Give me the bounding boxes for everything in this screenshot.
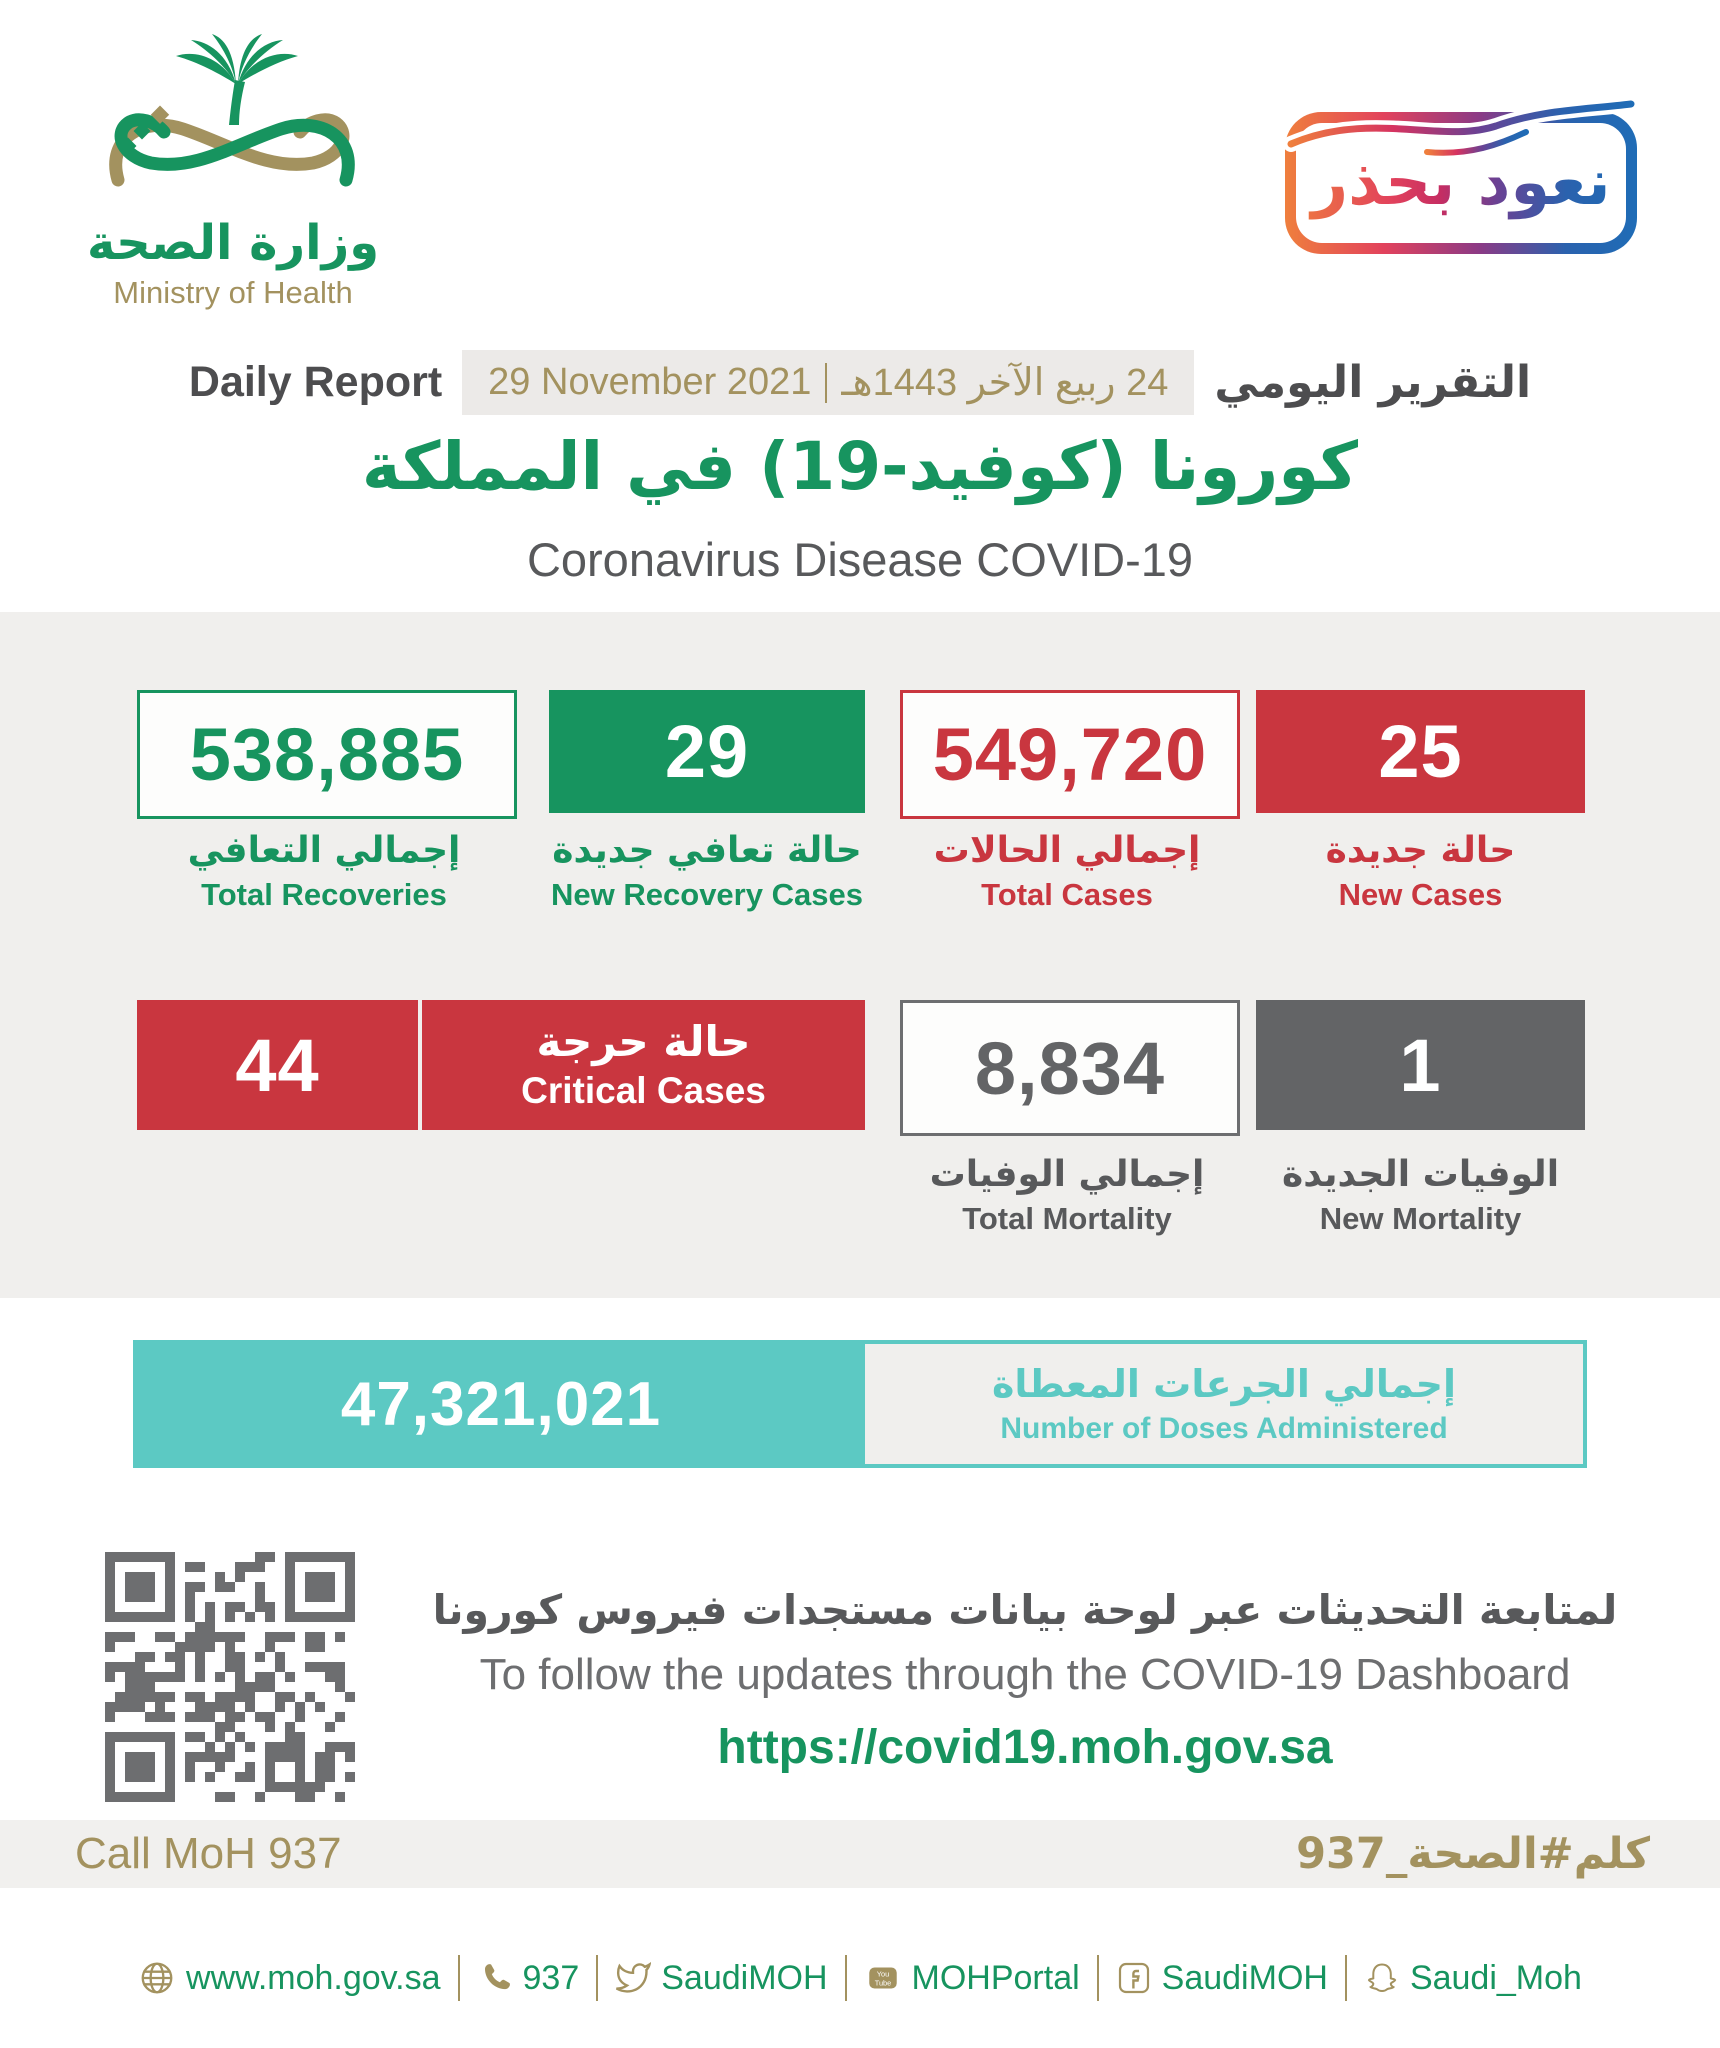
footer-item-phone[interactable]: 937: [477, 1958, 580, 1998]
report-date-gregorian: 29 November 2021: [488, 361, 812, 403]
phone-icon: [484, 1964, 510, 1990]
stat-total-recoveries-value: 538,885: [137, 690, 517, 819]
daily-report-label-en: Daily Report: [188, 358, 443, 406]
stat-critical-cases-label: حالة حرجة Critical Cases: [422, 1000, 865, 1130]
page-title-arabic: كورونا (كوفيد-19) في المملكة: [361, 428, 1359, 505]
page-title-english: Coronavirus Disease COVID-19: [526, 533, 1194, 586]
label-en: Critical Cases: [521, 1070, 766, 1112]
stat-new-mortality-value: 1: [1256, 1000, 1585, 1130]
footer-label: SaudiMOH: [1161, 1958, 1328, 1997]
return-cautiously-badge: نعود بحذر: [1283, 96, 1639, 254]
footer-divider: [596, 1955, 599, 2001]
palm-and-swords-logo-icon: [109, 34, 355, 187]
stat-total-cases-value: 549,720: [900, 690, 1240, 819]
stats-band: 538,885 إجمالي التعافي Total Recoveries …: [0, 612, 1720, 1298]
stat-critical-cases-value: 44: [137, 1000, 418, 1130]
label-en: New Recovery Cases: [551, 876, 863, 912]
badge-text: نعود بحذر: [1285, 112, 1637, 254]
label-en: New Mortality: [1319, 1200, 1522, 1236]
snapchat-icon: [1367, 1963, 1397, 1992]
stat-new-cases-label: حالة جديدة New Cases: [1256, 828, 1585, 915]
facebook-icon: [1118, 1962, 1149, 1994]
moh-logo: وزارة الصحة Ministry of Health: [78, 30, 388, 311]
label-ar: الوفيات الجديدة: [1281, 1154, 1560, 1195]
doses-value: 47,321,021: [137, 1344, 865, 1464]
footer-divider: [457, 1955, 460, 2001]
footer-label: Saudi_Moh: [1409, 1958, 1582, 1997]
hotline-arabic: كلم#الصحة_937: [1296, 1829, 1650, 1879]
label-en: Total Mortality: [962, 1200, 1172, 1236]
dashboard-note-ar: لمتابعة التحديثات عبر لوحة بيانات مستجدا…: [432, 1586, 1618, 1634]
footer-item-website[interactable]: www.moh.gov.sa: [138, 1958, 441, 1998]
footer-item-twitter[interactable]: SaudiMOH: [615, 1958, 828, 1998]
footer-divider: [1344, 1955, 1347, 2001]
dashboard-note: لمتابعة التحديثات عبر لوحة بيانات مستجدا…: [390, 1586, 1660, 1775]
label-en: Total Cases: [981, 876, 1153, 912]
label-ar: إجمالي الحالات: [933, 830, 1201, 871]
doses-bar: 47,321,021 إجمالي الجرعات المعطاة Number…: [133, 1340, 1587, 1468]
label-en: New Cases: [1338, 876, 1503, 912]
label-ar: إجمالي الوفيات: [929, 1154, 1205, 1195]
qr-code: [105, 1552, 355, 1802]
hotline-english: Call MoH 937: [75, 1829, 342, 1878]
label-ar: حالة جديدة: [1325, 830, 1516, 871]
footer-label: www.moh.gov.sa: [186, 1958, 441, 1997]
report-header-row: Daily Report 29 November 2021 24 ربيع ال…: [0, 350, 1720, 415]
youtube-icon: You Tube: [868, 1967, 897, 1989]
doses-label-en: Number of Doses Administered: [1000, 1412, 1448, 1446]
footer-divider: [1096, 1955, 1099, 2001]
doses-label-ar: إجمالي الجرعات المعطاة: [992, 1361, 1456, 1406]
logo-title-english: Ministry of Health: [113, 275, 353, 310]
footer-label: 937: [522, 1958, 580, 1997]
palm-tree-icon: [176, 34, 298, 125]
footer-item-youtube[interactable]: You Tube MOHPortal: [864, 1959, 1080, 1998]
daily-report-label-ar: التقرير اليومي: [1214, 357, 1532, 408]
twitter-icon: [616, 1961, 652, 1993]
footer-item-facebook[interactable]: SaudiMOH: [1116, 1959, 1328, 1998]
hotline-strip: Call MoH 937 كلم#الصحة_937: [0, 1820, 1720, 1888]
stat-total-mortality-value: 8,834: [900, 1000, 1240, 1136]
label-ar: إجمالي التعافي: [187, 830, 461, 871]
svg-text:Tube: Tube: [874, 1978, 891, 1987]
report-date-box: 29 November 2021 24 ربيع الآخر 1443هـ: [462, 350, 1195, 415]
label-ar: حالة تعافي جديدة: [552, 830, 862, 871]
footer-item-snapchat[interactable]: Saudi_Moh: [1364, 1959, 1582, 1998]
stat-total-recoveries-label: إجمالي التعافي Total Recoveries: [137, 828, 511, 915]
footer-contacts: www.moh.gov.sa 937 SaudiMOH You Tube MOH…: [0, 1940, 1720, 2016]
stat-total-cases-label: إجمالي الحالات Total Cases: [900, 828, 1234, 915]
label-ar: حالة حرجة: [536, 1016, 751, 1066]
footer-divider: [844, 1955, 847, 2001]
globe-icon: [141, 1962, 173, 1994]
footer-label: MOHPortal: [911, 1958, 1080, 1997]
dashboard-url-link[interactable]: https://covid19.moh.gov.sa: [717, 1721, 1333, 1774]
stat-new-mortality-label: الوفيات الجديدة New Mortality: [1256, 1152, 1585, 1239]
stat-new-recovery-cases-value: 29: [549, 690, 865, 813]
label-en: Total Recoveries: [201, 876, 447, 912]
stat-new-recovery-cases-label: حالة تعافي جديدة New Recovery Cases: [519, 828, 895, 915]
report-date-hijri: 24 ربيع الآخر 1443هـ: [841, 362, 1169, 404]
svg-text:You: You: [876, 1969, 888, 1978]
doses-label: إجمالي الجرعات المعطاة Number of Doses A…: [865, 1344, 1583, 1464]
dashboard-note-en: To follow the updates through the COVID-…: [479, 1650, 1571, 1699]
stat-new-cases-value: 25: [1256, 690, 1585, 813]
logo-title-arabic: وزارة الصحة: [86, 215, 380, 271]
footer-label: SaudiMOH: [661, 1958, 828, 1997]
date-separator: [825, 362, 828, 403]
stat-total-mortality-label: إجمالي الوفيات Total Mortality: [900, 1152, 1234, 1239]
